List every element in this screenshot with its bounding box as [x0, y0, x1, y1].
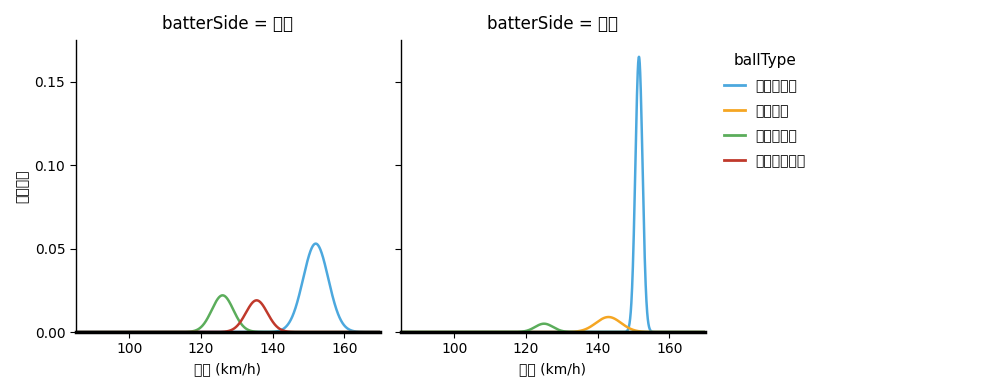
- スライダー: [690, 330, 702, 334]
- シンカー: [634, 329, 646, 334]
- シンカー: [395, 330, 407, 334]
- Legend: ストレート, シンカー, スライダー, カットボール: ストレート, シンカー, スライダー, カットボール: [718, 47, 812, 174]
- Line: カットボール: カットボール: [76, 300, 380, 332]
- X-axis label: 球速 (km/h): 球速 (km/h): [194, 362, 261, 376]
- ストレート: [690, 330, 702, 334]
- ストレート: [365, 330, 377, 334]
- Y-axis label: 確率密度: 確率密度: [15, 169, 29, 203]
- カットボール: [218, 329, 230, 334]
- シンカー: [543, 330, 555, 334]
- ストレート: [374, 330, 386, 334]
- スライダー: [634, 330, 646, 334]
- Line: ストレート: ストレート: [401, 57, 705, 332]
- スライダー: [86, 330, 98, 334]
- ストレート: [86, 330, 98, 334]
- スライダー: [374, 330, 386, 334]
- Line: スライダー: スライダー: [401, 324, 705, 332]
- シンカー: [411, 330, 423, 334]
- カットボール: [309, 330, 321, 334]
- シンカー: [699, 330, 711, 334]
- カットボール: [210, 330, 222, 334]
- ストレート: [210, 330, 222, 334]
- スライダー: [535, 322, 547, 326]
- カットボール: [365, 330, 377, 334]
- スライダー: [538, 321, 550, 326]
- ストレート: [690, 330, 702, 334]
- スライダー: [699, 330, 711, 334]
- X-axis label: 球速 (km/h): 球速 (km/h): [519, 362, 586, 376]
- スライダー: [690, 330, 702, 334]
- カットボール: [374, 330, 386, 334]
- スライダー: [411, 330, 423, 334]
- シンカー: [603, 315, 615, 319]
- ストレート: [411, 330, 423, 334]
- ストレート: [218, 330, 230, 334]
- カットボール: [86, 330, 98, 334]
- ストレート: [535, 330, 547, 334]
- Title: batterSide = 右打: batterSide = 右打: [163, 15, 294, 33]
- スライダー: [395, 330, 407, 334]
- スライダー: [309, 330, 321, 334]
- ストレート: [309, 241, 321, 246]
- Title: batterSide = 左打: batterSide = 左打: [488, 15, 619, 33]
- カットボール: [70, 330, 82, 334]
- スライダー: [218, 293, 230, 298]
- スライダー: [543, 323, 555, 327]
- Line: スライダー: スライダー: [76, 295, 380, 332]
- ストレート: [633, 54, 645, 59]
- カットボール: [365, 330, 377, 334]
- スライダー: [70, 330, 82, 334]
- シンカー: [690, 330, 702, 334]
- スライダー: [217, 293, 229, 298]
- ストレート: [365, 330, 377, 334]
- カットボール: [251, 298, 263, 303]
- ストレート: [699, 330, 711, 334]
- Line: ストレート: ストレート: [76, 244, 380, 332]
- シンカー: [690, 330, 702, 334]
- スライダー: [210, 300, 222, 305]
- シンカー: [535, 330, 547, 334]
- ストレート: [395, 330, 407, 334]
- ストレート: [310, 241, 322, 246]
- スライダー: [365, 330, 377, 334]
- Line: シンカー: シンカー: [401, 317, 705, 332]
- ストレート: [543, 330, 555, 334]
- ストレート: [634, 83, 646, 88]
- ストレート: [70, 330, 82, 334]
- スライダー: [365, 330, 377, 334]
